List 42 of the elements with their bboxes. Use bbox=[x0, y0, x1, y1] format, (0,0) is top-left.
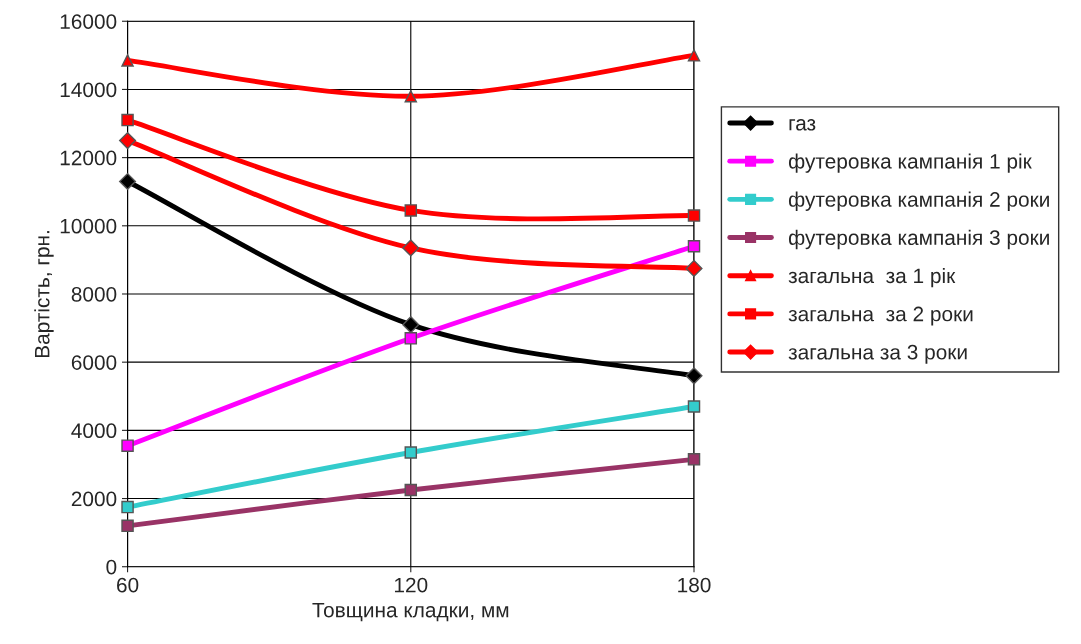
point bbox=[687, 453, 701, 466]
point bbox=[121, 500, 134, 514]
y-tick-label: 12000 bbox=[60, 150, 117, 166]
y-axis-title: Вартість, грн. bbox=[34, 231, 54, 358]
x-tick-label: 180 bbox=[678, 577, 711, 593]
legend-label: загальна за 3 роки bbox=[788, 344, 967, 364]
legend-label: футеровка кампанія 3 роки bbox=[788, 229, 1049, 250]
x-tick-label: 120 bbox=[394, 577, 428, 593]
point bbox=[404, 332, 418, 345]
y-tick-label: 14000 bbox=[60, 82, 117, 98]
point bbox=[404, 204, 418, 217]
y-tick-label: 6000 bbox=[71, 355, 117, 370]
point bbox=[119, 172, 137, 191]
y-tick-label: 2000 bbox=[71, 491, 117, 507]
point bbox=[687, 400, 701, 413]
legend-label: футеровка кампанія 2 роки bbox=[788, 191, 1049, 211]
y-tick-label: 10000 bbox=[60, 218, 117, 234]
point bbox=[121, 113, 134, 127]
point bbox=[404, 90, 418, 103]
point bbox=[402, 239, 420, 257]
point bbox=[685, 259, 703, 277]
y-tick-label: 4000 bbox=[71, 423, 117, 439]
y-tick-label: 0 bbox=[106, 559, 117, 575]
legend-label: загальна за 2 роки bbox=[788, 306, 973, 326]
legend-label: футеровка кампанія 1 рік bbox=[788, 153, 1032, 173]
point bbox=[119, 132, 137, 150]
point bbox=[687, 49, 701, 62]
point bbox=[685, 367, 703, 385]
point bbox=[687, 209, 701, 222]
y-tick-label: 16000 bbox=[60, 14, 117, 30]
point bbox=[404, 483, 418, 497]
point bbox=[121, 519, 134, 533]
point bbox=[687, 240, 701, 253]
point bbox=[121, 439, 134, 452]
point bbox=[402, 316, 420, 334]
point bbox=[404, 446, 418, 459]
x-tick-label: 60 bbox=[117, 577, 139, 593]
x-axis-title: Товщина кладки, мм bbox=[312, 602, 509, 622]
point bbox=[121, 54, 134, 67]
legend-label: загальна за 1 рік bbox=[788, 267, 956, 288]
y-tick-label: 8000 bbox=[71, 286, 117, 302]
legend-label: газ bbox=[789, 119, 816, 131]
